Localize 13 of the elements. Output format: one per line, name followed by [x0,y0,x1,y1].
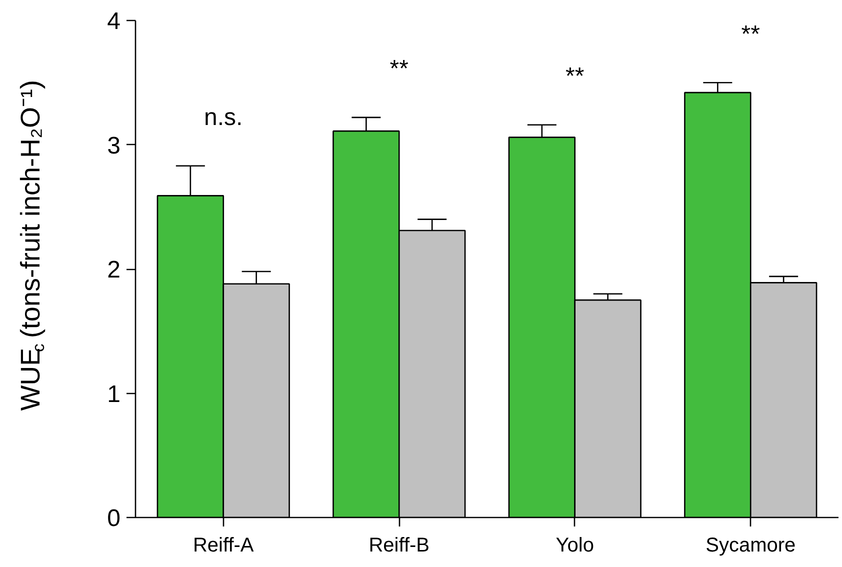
x-tick-label: Reiff-B [368,534,430,556]
y-tick-label: 0 [107,505,121,532]
x-tick-label: Reiff-A [192,534,254,556]
x-tick-label: Yolo [556,534,594,556]
annotation: n.s. [204,104,243,132]
annotation: ** [741,20,760,48]
annotation: ** [566,63,584,90]
y-tick-label: 1 [107,380,121,408]
y-tick-label: 3 [107,132,121,160]
x-tick-label: Sycamore [706,534,796,556]
annotation: ** [390,56,408,83]
y-tick-label: 2 [107,256,121,284]
y-tick-label: 4 [107,8,121,35]
